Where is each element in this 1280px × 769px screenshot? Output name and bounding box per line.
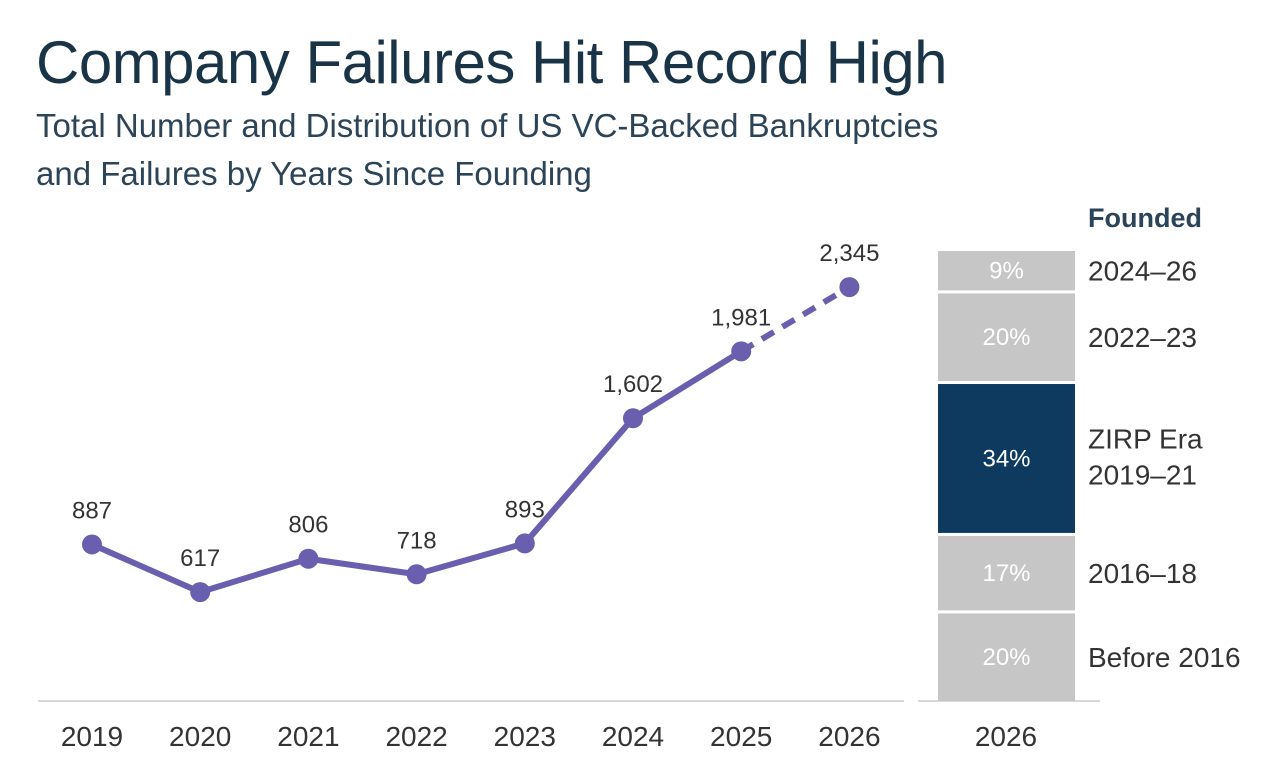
bar-segment-label: 9% bbox=[989, 258, 1024, 285]
line-value-label: 718 bbox=[397, 527, 437, 554]
bar-segment bbox=[938, 535, 1075, 611]
line-x-tick-label: 2022 bbox=[385, 721, 447, 752]
line-chart: 2019 2020 2021 2022 2023 2024 2025 2026 8876178… bbox=[38, 240, 904, 752]
line-value-label: 1,981 bbox=[711, 304, 771, 331]
line-x-tick-label: 2023 bbox=[494, 721, 556, 752]
stacked-bar-segments: 9% 20% 34% 17% 20% bbox=[938, 251, 1075, 701]
line-value-label: 893 bbox=[505, 496, 545, 523]
line-point-2023 bbox=[514, 533, 535, 554]
line-value-label: 806 bbox=[288, 512, 328, 539]
line-point-2021 bbox=[298, 548, 319, 569]
line-point-2026 bbox=[839, 277, 860, 298]
legend-label: ZIRP Era bbox=[1088, 423, 1203, 454]
line-x-tick-label: 2024 bbox=[602, 721, 664, 752]
stacked-bar-legend: 2024–26 2022–23 ZIRP Era 2019–21 2016–18 Befo… bbox=[1088, 256, 1241, 673]
stacked-bar-chart: Founded 9% 20% 34% 17% 20% 2024–26 2022–23 ZIR… bbox=[918, 203, 1241, 752]
subtitle-line-1: Total Number and Distribution of US VC-B… bbox=[36, 107, 939, 144]
legend-label: 2016–18 bbox=[1088, 558, 1197, 589]
bar-segment-label: 20% bbox=[982, 324, 1030, 351]
line-point-2025 bbox=[731, 341, 752, 362]
bar-segment-label: 17% bbox=[982, 560, 1030, 587]
line-point-2022 bbox=[406, 564, 427, 585]
line-x-tick-label: 2021 bbox=[277, 721, 339, 752]
bar-segment bbox=[938, 613, 1075, 701]
line-value-label: 617 bbox=[180, 545, 220, 572]
line-point-2019 bbox=[82, 534, 102, 555]
chart-subtitle: Total Number and Distribution of US VC-B… bbox=[36, 102, 1136, 198]
bar-segment bbox=[938, 251, 1075, 291]
bar-x-tick-label: 2026 bbox=[975, 721, 1037, 752]
line-chart-x-tick-labels: 2019 2020 2021 2022 2023 2024 2025 2026 bbox=[61, 721, 881, 752]
legend-label: 2019–21 bbox=[1088, 459, 1197, 490]
chart-title: Company Failures Hit Record High bbox=[36, 29, 948, 96]
legend-title: Founded bbox=[1088, 203, 1202, 233]
line-point-2020 bbox=[190, 582, 211, 603]
line-x-tick-label: 2026 bbox=[818, 721, 880, 752]
bar-segment-label: 34% bbox=[982, 445, 1030, 472]
subtitle-line-2: and Failures by Years Since Founding bbox=[36, 155, 592, 192]
line-value-label: 887 bbox=[72, 497, 112, 524]
line-chart-value-labels: 887 617 806 718 893 1,602 1,981 2,345 bbox=[72, 240, 879, 572]
legend-label: 2024–26 bbox=[1088, 256, 1197, 287]
line-x-tick-label: 2020 bbox=[169, 721, 231, 752]
bar-segment-label: 20% bbox=[982, 644, 1030, 671]
line-chart-points bbox=[82, 277, 860, 603]
legend-label: Before 2016 bbox=[1088, 642, 1241, 673]
line-value-label: 1,602 bbox=[603, 371, 663, 398]
bar-segment bbox=[938, 384, 1075, 533]
line-value-label: 2,345 bbox=[819, 240, 879, 267]
line-point-2024 bbox=[623, 408, 643, 429]
line-x-tick-label: 2019 bbox=[61, 721, 123, 752]
line-x-tick-label: 2025 bbox=[710, 721, 772, 752]
bar-segment bbox=[938, 293, 1075, 382]
line-series-projection bbox=[739, 284, 851, 354]
legend-label: 2022–23 bbox=[1088, 322, 1197, 353]
